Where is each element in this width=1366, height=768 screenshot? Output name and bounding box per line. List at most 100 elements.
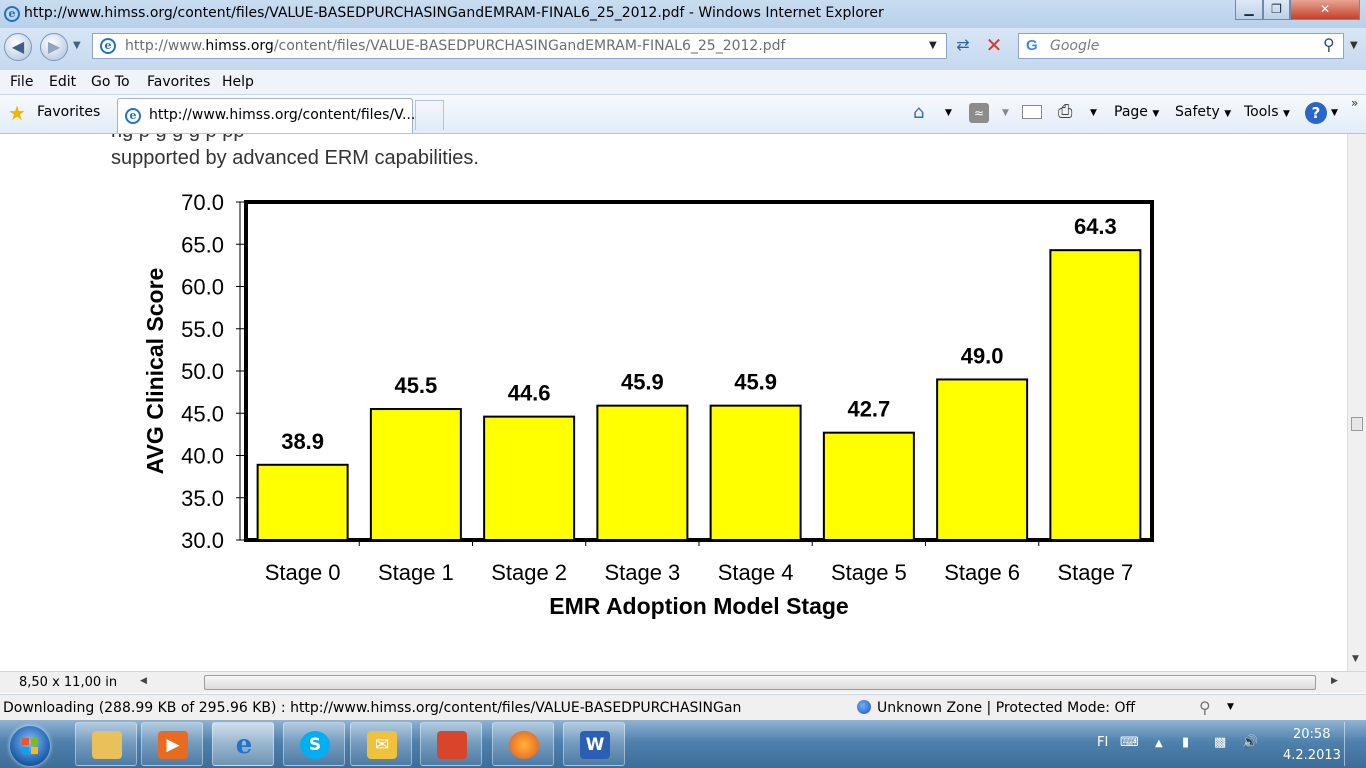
feeds-dropdown-icon[interactable]: ▼ (1002, 108, 1009, 118)
power-icon[interactable]: ▮ (1182, 735, 1190, 750)
clock-time[interactable]: 20:58 (1293, 727, 1331, 742)
y-tick-label: 65.0 (181, 232, 224, 257)
start-button[interactable] (10, 726, 50, 766)
skype-icon: S (300, 731, 330, 759)
menu-go-to[interactable]: Go To (91, 74, 130, 90)
taskbar-explorer-folder[interactable] (75, 722, 137, 766)
x-category-label: Stage 2 (491, 560, 567, 585)
zone-globe-icon (857, 700, 871, 714)
show-desktop-button[interactable] (1344, 722, 1365, 766)
keyboard-icon[interactable]: ⌨ (1120, 735, 1139, 750)
bar (709, 404, 802, 541)
scroll-right-arrow-icon[interactable]: ▶ (1331, 676, 1338, 686)
home-dropdown-icon[interactable]: ▼ (945, 108, 952, 118)
taskbar-media-player[interactable]: ▶ (141, 722, 203, 766)
help-icon[interactable]: ? (1305, 102, 1327, 124)
zoom-icon[interactable]: ⚲ (1199, 698, 1211, 717)
print-icon[interactable]: ⎙ (1058, 101, 1073, 122)
clock-date[interactable]: 4.2.2013 (1283, 748, 1341, 763)
x-category-label: Stage 5 (831, 560, 907, 585)
page-ie-icon: e (100, 38, 116, 54)
forward-button[interactable]: ▶ (40, 33, 68, 61)
safety-menu-button[interactable]: Safety ▼ (1175, 104, 1232, 120)
taskbar-outlook[interactable]: ✉ (350, 722, 412, 766)
back-button[interactable]: ◀ (4, 33, 32, 61)
compatibility-view-icon[interactable]: ⇄ (956, 35, 970, 54)
word-icon: W (580, 731, 610, 759)
taskbar-word[interactable]: W (563, 722, 625, 766)
firefox-icon (509, 731, 539, 759)
search-icon[interactable]: ⚲ (1323, 35, 1335, 54)
print-dropdown-icon[interactable]: ▼ (1090, 108, 1097, 118)
minimize-button[interactable]: ▁ (1235, 0, 1263, 20)
menu-favorites[interactable]: Favorites (147, 74, 211, 90)
toolbar-chevron-icon[interactable]: » (1351, 96, 1359, 110)
x-category-label: Stage 7 (1057, 560, 1133, 585)
tab-title: http://www.himss.org/content/files/V... (149, 107, 416, 123)
new-tab-button[interactable] (415, 100, 444, 130)
feeds-icon[interactable]: ≈ (969, 103, 989, 123)
internet-explorer-icon: e (235, 730, 253, 760)
horizontal-scroll-thumb[interactable] (204, 675, 1316, 690)
pdf-document-view: ng p g g g p pp supported by advanced ER… (0, 134, 1347, 671)
address-bar[interactable]: e http://www.himss.org/content/files/VAL… (92, 33, 947, 59)
window-title: http://www.himss.org/content/files/VALUE… (24, 5, 884, 21)
page-size-label: 8,50 x 11,00 in (19, 675, 118, 690)
read-mail-icon[interactable] (1022, 105, 1042, 119)
search-options-dropdown-icon[interactable]: ▼ (1350, 40, 1358, 51)
show-hidden-icons-icon[interactable]: ▲ (1155, 738, 1163, 749)
recent-pages-dropdown-icon[interactable]: ▼ (73, 40, 81, 51)
address-url: http://www.himss.org/content/files/VALUE… (125, 38, 786, 54)
input-language[interactable]: FI (1097, 735, 1109, 750)
presentation-icon (437, 731, 467, 759)
taskbar-skype[interactable]: S (283, 722, 345, 766)
horizontal-scrollbar[interactable]: 8,50 x 11,00 in ◀ ▶ (0, 671, 1366, 693)
taskbar-internet-explorer[interactable]: e (212, 722, 274, 766)
windows-logo-icon (22, 738, 38, 754)
y-tick-label: 60.0 (181, 275, 224, 300)
zoom-dropdown-icon[interactable]: ▼ (1227, 702, 1234, 712)
bar-data-label: 45.9 (734, 370, 777, 395)
home-icon[interactable]: ⌂ (913, 102, 925, 123)
y-tick-label: 40.0 (181, 444, 224, 469)
bar-data-label: 42.7 (847, 397, 890, 422)
x-category-label: Stage 0 (265, 560, 341, 585)
volume-icon[interactable]: 🔊 (1242, 735, 1259, 750)
tools-menu-button[interactable]: Tools ▼ (1244, 104, 1290, 120)
close-window-button[interactable]: ✕ (1290, 0, 1360, 20)
document-partial-text-line: ng p g g g p pp (111, 134, 244, 143)
security-zone-text: Unknown Zone | Protected Mode: Off (877, 700, 1136, 716)
x-category-label: Stage 6 (944, 560, 1020, 585)
media-player-icon: ▶ (158, 731, 188, 759)
menu-file[interactable]: File (10, 74, 34, 90)
taskbar-presentation[interactable] (420, 722, 482, 766)
outlook-icon: ✉ (367, 731, 397, 759)
status-bar: Downloading (288.99 KB of 295.96 KB) : h… (0, 694, 1366, 720)
tab-current-page[interactable]: e http://www.himss.org/content/files/V..… (117, 98, 416, 133)
vertical-scroll-thumb[interactable] (1351, 417, 1363, 431)
page-menu-button[interactable]: Page ▼ (1114, 104, 1160, 120)
bar-data-label: 45.5 (394, 373, 437, 398)
menu-help[interactable]: Help (222, 74, 254, 90)
taskbar-firefox[interactable] (492, 722, 554, 766)
google-icon: G (1026, 37, 1038, 54)
x-axis-title: EMR Adoption Model Stage (549, 593, 848, 619)
y-tick-label: 55.0 (181, 317, 224, 342)
search-box[interactable]: G Google ⚲ (1018, 33, 1344, 59)
restore-button[interactable]: ❐ (1263, 0, 1290, 20)
stop-icon[interactable]: ✕ (985, 33, 1003, 57)
address-dropdown-icon[interactable]: ▼ (929, 40, 937, 51)
help-dropdown-icon[interactable]: ▼ (1331, 108, 1338, 118)
scroll-down-arrow-icon[interactable]: ▼ (1352, 654, 1359, 664)
scroll-left-arrow-icon[interactable]: ◀ (140, 676, 147, 686)
favorites-button[interactable]: Favorites (37, 104, 101, 120)
bar-data-label: 44.6 (508, 381, 551, 406)
vertical-scrollbar[interactable]: ▼ (1347, 134, 1366, 671)
network-signal-icon[interactable]: ▩ (1214, 735, 1227, 750)
bar (936, 378, 1029, 541)
y-tick-label: 35.0 (181, 486, 224, 511)
menu-edit[interactable]: Edit (49, 74, 77, 90)
y-tick-label: 70.0 (181, 190, 224, 215)
favorites-star-icon: ★ (8, 101, 26, 125)
y-tick-label: 45.0 (181, 401, 224, 426)
